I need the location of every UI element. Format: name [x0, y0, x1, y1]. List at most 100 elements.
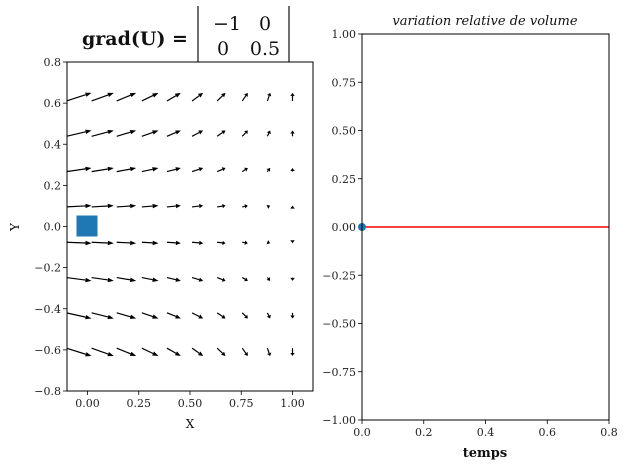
arrow-head	[175, 314, 181, 319]
matrix-cell: 0	[217, 38, 229, 60]
quiver-arrow	[166, 167, 181, 173]
quiver-arrow	[66, 312, 92, 320]
arrow-shaft	[166, 95, 177, 102]
quiver-arrow	[192, 240, 204, 246]
arrow-head	[85, 92, 92, 97]
quiver-arrow	[266, 347, 272, 357]
arrow-head	[198, 351, 204, 357]
arrow-shaft	[191, 312, 200, 318]
arrow-shaft	[66, 131, 86, 137]
arrow-head	[244, 204, 248, 209]
quiver-arrow	[141, 276, 159, 282]
quiver-arrow	[216, 347, 226, 357]
arrow-head	[175, 203, 181, 209]
quiver-arrow	[216, 312, 226, 319]
arrow-shaft	[91, 168, 109, 173]
quiver-arrow	[91, 312, 114, 320]
right-ytick-label: 1.00	[332, 28, 357, 41]
quiver-arrow	[266, 168, 271, 172]
quiver-arrow	[266, 130, 271, 137]
right-xlabel: temps	[463, 446, 507, 461]
quiver-arrow	[241, 92, 248, 102]
arrow-shaft	[141, 312, 154, 318]
arrow-shaft	[66, 205, 86, 208]
arrow-head	[221, 167, 226, 172]
arrow-shaft	[166, 168, 177, 173]
arrow-head	[290, 92, 295, 96]
arrow-head	[244, 314, 248, 319]
arrow-head	[152, 92, 159, 98]
quiver-arrow	[216, 130, 226, 137]
arrow-head	[266, 204, 271, 209]
left-xtick-label: 0.25	[127, 397, 152, 410]
arrow-head	[107, 314, 114, 320]
quiver-arrow	[141, 312, 159, 319]
arrow-head	[199, 203, 204, 209]
arrow-head	[174, 92, 181, 98]
quiver-arrow	[166, 203, 181, 209]
quiver-arrow	[66, 92, 92, 102]
left-ytick-label: −0.4	[34, 303, 61, 316]
left-title-lhs: grad(U) =	[82, 28, 188, 50]
arrow-head	[244, 277, 248, 282]
right-axes: 0.0 0.2 0.4 0.6 0.8 −1.00 −0.75 −0.50 −0.25 0.00 0…	[322, 28, 617, 439]
arrow-head	[267, 352, 272, 357]
arrow-head	[152, 240, 159, 246]
arrow-shaft	[216, 312, 223, 317]
quiver-arrow	[141, 203, 159, 209]
right-title: variation relative de volume	[392, 14, 577, 29]
arrow-shaft	[192, 241, 200, 244]
arrow-head	[85, 240, 92, 246]
quiver-arrow	[66, 166, 92, 173]
arrow-shaft	[216, 347, 223, 354]
left-ylabel: Y	[8, 222, 22, 232]
quiver-arrow	[166, 276, 181, 282]
left-ytick-label: 0.6	[44, 97, 62, 110]
right-xtick-label: 0.0	[353, 426, 371, 439]
arrow-head	[85, 166, 92, 172]
arrow-head	[244, 92, 248, 97]
quiver-arrow	[166, 240, 181, 246]
arrow-head	[175, 130, 181, 135]
quiver-arrow	[191, 167, 204, 173]
arrow-shaft	[141, 94, 154, 102]
quiver-arrow	[116, 203, 137, 209]
arrow-head	[290, 353, 295, 357]
arrow-head	[266, 314, 271, 319]
arrow-shaft	[116, 168, 131, 173]
arrow-head	[198, 130, 204, 135]
right-xtick-label: 0.2	[415, 426, 433, 439]
arrow-shaft	[91, 205, 108, 208]
arrow-head	[130, 240, 137, 246]
arrow-head	[85, 203, 92, 209]
quiver-arrow	[91, 203, 114, 209]
arrow-head	[152, 167, 159, 172]
arrow-shaft	[166, 131, 177, 137]
arrow-shaft	[241, 347, 247, 354]
arrow-head	[221, 130, 226, 135]
arrow-shaft	[66, 276, 86, 281]
quiver-arrow	[266, 92, 272, 102]
arrow-shaft	[191, 131, 200, 137]
arrow-head	[244, 240, 248, 245]
arrow-shaft	[116, 312, 131, 318]
quiver-arrow	[66, 129, 92, 137]
left-title: grad(U) = −1 0 0 0.5	[82, 6, 290, 62]
arrow-shaft	[266, 132, 270, 137]
quiver-arrow	[216, 92, 226, 102]
arrow-shaft	[116, 131, 131, 137]
left-xtick-label: 0.00	[75, 397, 100, 410]
arrow-shaft	[266, 170, 269, 172]
arrow-head	[85, 314, 92, 320]
arrow-head	[221, 351, 226, 357]
right-ytick-label: −0.25	[322, 269, 356, 282]
arrow-head	[221, 277, 226, 282]
quiver-arrow	[191, 347, 204, 357]
arrow-head	[85, 277, 92, 283]
arrow-shaft	[216, 168, 223, 173]
left-xtick-label: 0.50	[178, 397, 203, 410]
arrow-shaft	[191, 95, 200, 102]
arrow-shaft	[66, 94, 86, 102]
arrow-head	[175, 277, 181, 282]
arrow-shaft	[91, 347, 109, 355]
